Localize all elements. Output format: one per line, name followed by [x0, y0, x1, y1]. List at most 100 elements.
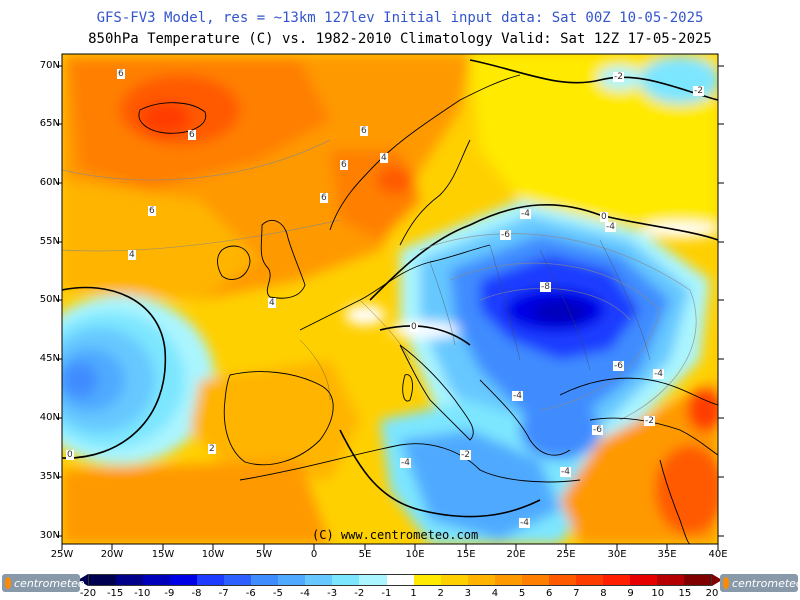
map-frame: [61, 53, 719, 545]
colorbar-segment: [386, 575, 414, 585]
contour-label: -4: [400, 458, 411, 468]
contour-label: 4: [380, 153, 388, 163]
lat-label: 55N: [39, 236, 60, 247]
colorbar-segment: [440, 575, 468, 585]
contour-label: 4: [268, 298, 276, 308]
contour-label: 6: [360, 126, 368, 136]
contour-label: -4: [560, 467, 571, 477]
colorbar-tick-label: -2: [354, 588, 365, 599]
contour-label: -6: [500, 230, 511, 240]
colorbar-tick-label: -8: [191, 588, 202, 599]
logo-ring-icon: [5, 577, 11, 589]
lat-label: 50N: [39, 294, 60, 305]
colorbar-segment: [413, 575, 441, 585]
temperature-field: [62, 54, 718, 544]
contour-label: -8: [540, 282, 551, 292]
lat-label: 45N: [39, 353, 60, 364]
logo-text: centrometeo: [732, 576, 800, 590]
map-subtitle: 850hPa Temperature (C) vs. 1982-2010 Cli…: [88, 31, 712, 47]
colorbar-tick-label: -3: [327, 588, 338, 599]
contour-label: -4: [653, 369, 664, 379]
country-borders: [299, 239, 651, 401]
logo-left: centrometeo: [2, 574, 85, 592]
colorbar-segment: [467, 575, 495, 585]
lat-label: 70N: [39, 60, 60, 71]
colorbar-tick-label: -5: [272, 588, 283, 599]
logo-ring-icon: [723, 577, 729, 589]
colorbar-segment: [143, 575, 171, 585]
colorbar-tick-label: 5: [518, 588, 526, 599]
colorbar-tick-label: -15: [106, 588, 124, 599]
contour-label: 6: [117, 69, 125, 79]
contour-label: 0: [600, 212, 608, 222]
logo-text: centrometeo: [14, 576, 85, 590]
lat-label: 30N: [39, 530, 60, 541]
colorbar: [88, 574, 712, 586]
lon-label: 10W: [201, 549, 225, 560]
colorbar-segment: [197, 575, 225, 585]
colorbar-left-arrow: [78, 574, 88, 586]
colorbar-right-arrow: [712, 574, 722, 586]
contour-label: 4: [128, 250, 136, 260]
colorbar-segment: [278, 575, 306, 585]
contour-label: 6: [340, 160, 348, 170]
colorbar-segment: [602, 575, 630, 585]
colorbar-segment: [629, 575, 657, 585]
map-title: GFS-FV3 Model, res = ~13km 127lev Initia…: [96, 10, 704, 26]
colorbar-tick-label: -7: [218, 588, 229, 599]
lon-label: 0: [310, 549, 318, 560]
colorbar-tick-label: -1: [381, 588, 392, 599]
contour-label: 2: [208, 444, 216, 454]
colorbar-segment: [251, 575, 279, 585]
colorbar-tick-label: 15: [678, 588, 692, 599]
lat-label: 40N: [39, 412, 60, 423]
contour-label: 0: [410, 322, 418, 332]
lon-label: 40E: [708, 549, 728, 560]
logo-right: centrometeo: [720, 574, 800, 592]
contour-label: -4: [605, 222, 616, 232]
copyright-text: (C) www.centrometeo.com: [312, 528, 479, 542]
colorbar-tick-label: 2: [437, 588, 444, 599]
colorbar-tick-label: 4: [491, 588, 499, 599]
lon-label: 10E: [405, 549, 425, 560]
colorbar-segment: [656, 575, 685, 585]
lat-label: 60N: [39, 177, 60, 188]
colorbar-tick-label: -6: [245, 588, 256, 599]
lon-label: 20W: [100, 549, 124, 560]
lon-label: 5E: [358, 549, 372, 560]
contour-label: -2: [693, 86, 704, 96]
coastlines: [138, 74, 718, 544]
lon-label: 35E: [657, 549, 677, 560]
contour-label: 0: [66, 450, 74, 460]
colorbar-tick-label: -20: [79, 588, 97, 599]
lon-label: 30E: [607, 549, 627, 560]
colorbar-segment: [575, 575, 603, 585]
colorbar-tick-label: 7: [573, 588, 580, 599]
colorbar-tick-label: 9: [627, 588, 634, 599]
colorbar-segment: [305, 575, 333, 585]
zero-isotherm: [62, 59, 718, 518]
colorbar-segment: [116, 575, 144, 585]
lon-label: 15E: [456, 549, 476, 560]
isotherm-lines: [62, 139, 697, 421]
contour-label: -4: [512, 391, 523, 401]
colorbar-tick-label: 10: [651, 588, 665, 599]
colorbar-segment: [89, 575, 117, 585]
colorbar-tick-label: 6: [546, 588, 553, 599]
contour-label: 6: [320, 193, 328, 203]
lon-label: 5W: [255, 549, 273, 560]
lat-label: 35N: [39, 471, 60, 482]
colorbar-segment: [684, 575, 712, 585]
colorbar-tick-label: -4: [300, 588, 311, 599]
colorbar-tick-label: 8: [600, 588, 607, 599]
contour-label: -2: [644, 416, 655, 426]
contour-label: -2: [613, 72, 624, 82]
contour-label: -2: [460, 450, 471, 460]
colorbar-segment: [548, 575, 576, 585]
axis-ticks: [56, 65, 724, 550]
contour-label: 6: [148, 206, 156, 216]
colorbar-tick-label: 1: [410, 588, 417, 599]
contour-label: 6: [188, 130, 196, 140]
lat-label: 65N: [39, 118, 60, 129]
colorbar-segment: [494, 575, 522, 585]
